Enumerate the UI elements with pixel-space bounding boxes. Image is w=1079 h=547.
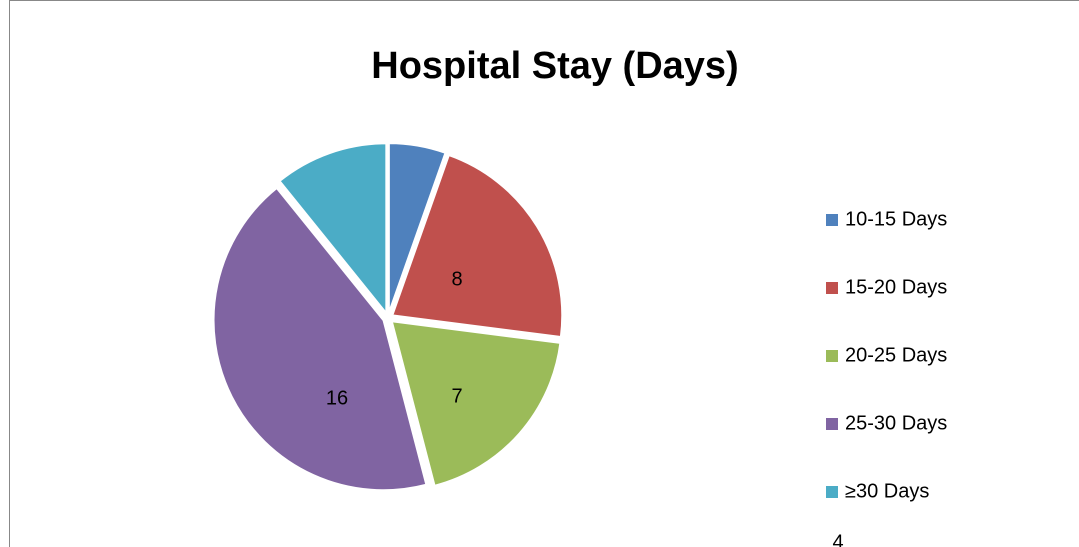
legend-label: 10-15 Days (845, 208, 947, 230)
pie-slice (278, 142, 388, 317)
pie-slice (387, 142, 447, 314)
data-label: 7 (451, 385, 462, 407)
data-label: 16 (326, 387, 348, 409)
legend-swatch (826, 282, 838, 294)
pie-slice (212, 186, 428, 492)
legend-swatch (826, 214, 838, 226)
pie-slice (390, 320, 562, 488)
chart-title: Hospital Stay (Days) (371, 45, 738, 87)
legend-label: 20-25 Days (845, 344, 947, 366)
legend-swatch (826, 486, 838, 498)
data-label: 4 (832, 531, 843, 547)
legend-swatch (826, 350, 838, 362)
legend-label: 15-20 Days (845, 276, 947, 298)
legend-label: 25-30 Days (845, 412, 947, 434)
legend-swatch (826, 418, 838, 430)
data-label: 8 (451, 268, 462, 290)
pie-slice (390, 153, 564, 339)
legend-label: ≥30 Days (845, 480, 929, 502)
